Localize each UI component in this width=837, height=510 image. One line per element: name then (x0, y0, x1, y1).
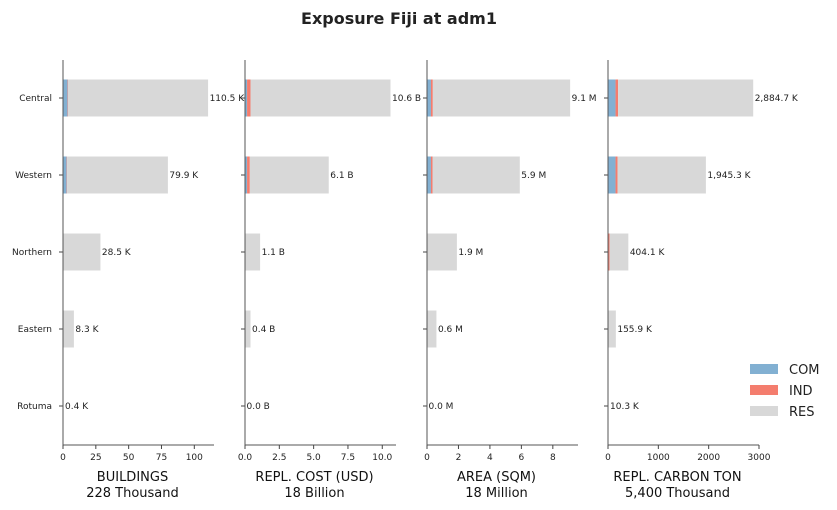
bar-com-western (245, 156, 248, 194)
x-tick-label: 0 (60, 453, 66, 463)
bar-ind-western (247, 156, 250, 194)
x-tick-label: 25 (90, 453, 101, 463)
bar-res-western (249, 156, 329, 194)
category-label-eastern: Eastern (18, 325, 52, 335)
category-label-western: Western (15, 171, 52, 181)
x-axis-label: REPL. COST (USD) (255, 470, 373, 485)
x-tick-label: 7.5 (341, 453, 355, 463)
x-axis-subtitle: 18 Billion (284, 486, 344, 501)
value-label-central: 2,884.7 K (755, 94, 799, 104)
legend: COM IND RES (750, 363, 820, 420)
x-tick-label: 2.5 (272, 453, 286, 463)
x-tick-label: 5.0 (306, 453, 321, 463)
value-label-northern: 1.1 B (262, 248, 285, 258)
bar-res-northern (609, 233, 629, 271)
value-label-rotuma: 10.3 K (610, 402, 640, 412)
value-label-western: 1,945.3 K (707, 171, 751, 181)
category-label-rotuma: Rotuma (17, 402, 52, 412)
chart-title: Exposure Fiji at adm1 (301, 9, 497, 28)
category-label-northern: Northern (12, 248, 52, 258)
panel-1: 110.5 K 79.9 K 28.5 K 8.3 K 0.4 K 0 25 50 75 100 B… (12, 60, 245, 501)
bar-com-western (608, 156, 616, 194)
x-tick-label: 0.0 (238, 453, 253, 463)
legend-swatch-res (750, 406, 778, 416)
value-label-central: 9.1 M (572, 94, 597, 104)
legend-label-com: COM (789, 363, 820, 378)
bar-com-western (427, 156, 431, 194)
panel-3: 9.1 M 5.9 M 1.9 M 0.6 M 0.0 M 0 2 4 6 8 AREA (SQM)… (423, 60, 597, 501)
panel-4: 2,884.7 K 1,945.3 K 404.1 K 155.9 K 10.3 K 0 1… (604, 60, 799, 501)
x-axis-subtitle: 228 Thousand (86, 486, 179, 501)
value-label-northern: 1.9 M (458, 248, 483, 258)
x-axis-label: REPL. CARBON TON (613, 470, 741, 485)
legend-label-res: RES (789, 405, 815, 420)
value-label-rotuma: 0.0 B (247, 402, 270, 412)
value-label-central: 10.6 B (392, 94, 421, 104)
x-axis-label: BUILDINGS (97, 470, 168, 485)
x-axis-subtitle: 18 Million (465, 486, 528, 501)
x-tick-label: 0 (424, 453, 430, 463)
bar-com-central (427, 79, 431, 117)
value-label-eastern: 8.3 K (75, 325, 99, 335)
bar-ind-western (430, 156, 433, 194)
x-tick-label: 0 (605, 453, 611, 463)
bar-res-eastern (427, 310, 437, 348)
x-axis-label: AREA (SQM) (457, 470, 536, 485)
bar-ind-central (615, 79, 619, 117)
x-tick-label: 1000 (647, 453, 670, 463)
x-tick-label: 4 (487, 453, 493, 463)
category-label-central: Central (19, 94, 52, 104)
bar-res-central (618, 79, 754, 117)
value-label-rotuma: 0.4 K (65, 402, 89, 412)
value-label-eastern: 0.6 M (438, 325, 463, 335)
bar-ind-central (430, 79, 433, 117)
bar-com-central (63, 79, 68, 117)
x-tick-label: 75 (156, 453, 167, 463)
value-label-eastern: 155.9 K (617, 325, 653, 335)
bar-res-central (250, 79, 391, 117)
bar-res-central (67, 79, 209, 117)
x-tick-label: 8 (550, 453, 556, 463)
x-tick-label: 50 (123, 453, 135, 463)
bar-res-western (617, 156, 706, 194)
bar-res-central (432, 79, 571, 117)
x-tick-label: 2000 (697, 453, 720, 463)
panel-2: 10.6 B 6.1 B 1.1 B 0.4 B 0.0 B 0.0 2.5 5.0 7.5 10… (238, 60, 421, 501)
bar-res-eastern (245, 310, 251, 348)
value-label-northern: 28.5 K (102, 248, 132, 258)
bar-com-central (608, 79, 616, 117)
legend-swatch-ind (750, 385, 778, 395)
bar-ind-western (615, 156, 618, 194)
x-tick-label: 10.0 (372, 453, 392, 463)
bar-res-northern (245, 233, 261, 271)
x-tick-label: 6 (519, 453, 525, 463)
value-label-northern: 404.1 K (630, 248, 666, 258)
value-label-western: 79.9 K (169, 171, 199, 181)
value-label-central: 110.5 K (210, 94, 246, 104)
value-label-western: 6.1 B (330, 171, 353, 181)
bar-res-northern (63, 233, 101, 271)
x-tick-label: 2 (456, 453, 462, 463)
value-label-western: 5.9 M (521, 171, 546, 181)
panels-group: 110.5 K 79.9 K 28.5 K 8.3 K 0.4 K 0 25 50 75 100 B… (12, 60, 799, 501)
x-axis-subtitle: 5,400 Thousand (625, 486, 730, 501)
value-label-rotuma: 0.0 M (429, 402, 454, 412)
bar-res-eastern (63, 310, 74, 348)
bar-com-western (63, 156, 67, 194)
bar-res-eastern (608, 310, 616, 348)
bar-ind-central (247, 79, 251, 117)
bar-ind-northern (608, 233, 610, 271)
legend-label-ind: IND (789, 384, 813, 399)
bar-res-western (67, 156, 168, 194)
legend-swatch-com (750, 364, 778, 374)
bar-res-northern (427, 233, 457, 271)
x-tick-label: 3000 (748, 453, 771, 463)
bar-res-western (432, 156, 520, 194)
x-tick-label: 100 (186, 453, 203, 463)
bar-com-central (245, 79, 248, 117)
value-label-eastern: 0.4 B (252, 325, 275, 335)
